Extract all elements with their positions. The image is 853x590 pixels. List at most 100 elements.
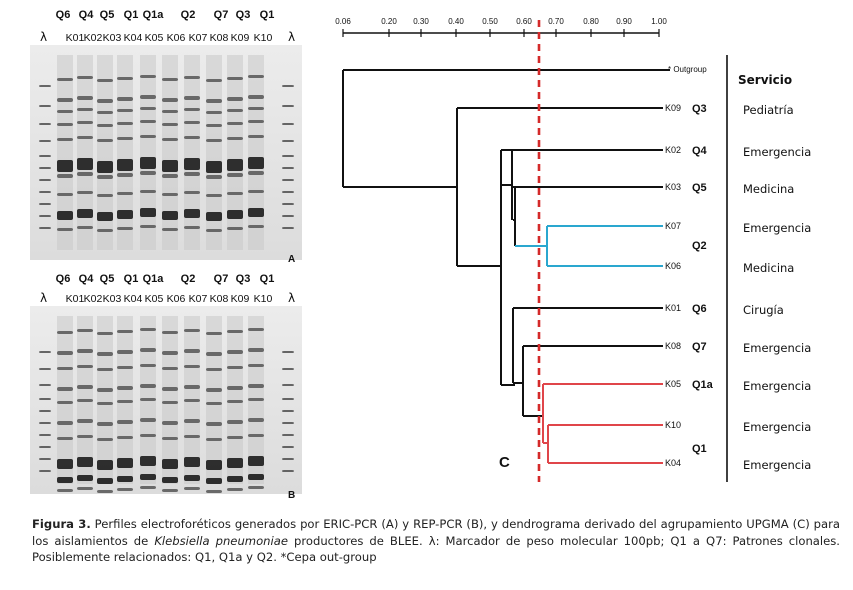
ladder-lane <box>39 85 51 229</box>
lane-smear <box>248 55 264 250</box>
sample-lane <box>227 316 243 491</box>
sample-lane <box>248 55 264 250</box>
gel-band <box>227 488 243 491</box>
gel-band <box>57 331 73 334</box>
scale-tick-label: 0.30 <box>413 17 429 26</box>
gel-band <box>184 172 200 176</box>
gel-band <box>140 398 156 401</box>
gel-band <box>77 158 93 170</box>
gel-band <box>140 208 156 217</box>
gel-band <box>227 122 243 125</box>
gel-band <box>117 192 133 195</box>
lane-smear <box>57 55 73 250</box>
caption-text-2: productores de BLEE. λ: Marcador de peso… <box>32 533 840 565</box>
ladder-band <box>39 215 51 217</box>
gel-band <box>227 366 243 369</box>
gel-band <box>184 329 200 332</box>
panel-letter: A <box>288 254 295 265</box>
gel-band <box>248 418 264 422</box>
leaf-service-label: Emergencia <box>743 341 811 355</box>
gel-band <box>248 107 264 110</box>
gel-band <box>140 474 156 480</box>
gel-band <box>162 477 178 483</box>
lane-smear <box>97 316 113 484</box>
gel-band <box>97 422 113 426</box>
leaf-clone-label: Q5 <box>692 182 707 194</box>
leaf-service-label: Emergencia <box>743 458 811 472</box>
ladder-band <box>39 155 51 157</box>
ladder-band <box>39 123 51 125</box>
gel-band <box>162 489 178 492</box>
sample-label: K03 <box>103 293 122 305</box>
gel-band <box>117 137 133 140</box>
gel-band <box>227 210 243 219</box>
gel-band <box>162 78 178 81</box>
gel-band <box>77 457 93 467</box>
gel-band <box>162 421 178 425</box>
clone-label: Q2 <box>181 273 196 285</box>
gel-band <box>97 438 113 441</box>
gel-band <box>227 173 243 177</box>
gel-band <box>57 387 73 391</box>
ladder-band <box>282 470 294 472</box>
figure-caption: Figura 3. Perfiles electroforéticos gene… <box>32 516 840 566</box>
gel-band <box>77 435 93 438</box>
clone-label: Q3 <box>236 273 251 285</box>
gel-band <box>77 399 93 402</box>
gel-band <box>57 193 73 196</box>
gel-band <box>57 211 73 220</box>
leaf-service-label: Cirugía <box>743 303 784 317</box>
gel-band <box>206 229 222 232</box>
gel-band <box>77 226 93 229</box>
gel-band <box>140 171 156 175</box>
gel-band <box>77 136 93 139</box>
marker-symbol-right: λ <box>288 291 295 305</box>
scale-tick-label: 0.60 <box>516 17 532 26</box>
gel-band <box>184 158 200 170</box>
gel-band <box>206 79 222 82</box>
gel-band <box>162 437 178 440</box>
scale-tick-label: 0.06 <box>335 17 351 26</box>
clone-label: Q5 <box>100 9 115 21</box>
gel-band <box>57 489 73 492</box>
sample-lane <box>227 55 243 250</box>
leaf-clone-label: Q4 <box>692 145 708 157</box>
clone-label: Q6 <box>56 9 71 21</box>
sample-lane <box>162 55 178 250</box>
gel-band <box>140 157 156 169</box>
ladder-band <box>282 155 294 157</box>
gel-band <box>97 212 113 221</box>
ladder-band <box>282 446 294 448</box>
sample-label: K09 <box>231 293 250 305</box>
gel-band <box>77 191 93 194</box>
sample-lane <box>97 316 113 493</box>
gel-band <box>117 330 133 333</box>
gel-band <box>184 419 200 423</box>
sample-lane <box>140 55 156 250</box>
marker-symbol-right: λ <box>288 30 295 44</box>
sample-lane <box>184 316 200 490</box>
gel-band <box>57 477 73 483</box>
scale-tick-label: 0.20 <box>381 17 397 26</box>
ladder-band <box>282 105 294 107</box>
gel-band <box>206 402 222 405</box>
gel-band <box>227 458 243 468</box>
clone-label: Q1 <box>260 9 275 21</box>
ladder-band <box>39 85 51 87</box>
gel-band <box>97 490 113 493</box>
gel-band <box>77 487 93 490</box>
gel-band <box>117 97 133 101</box>
gel-band <box>248 486 264 489</box>
gel-band <box>77 365 93 368</box>
sample-lane <box>97 55 113 250</box>
gel-band <box>140 486 156 489</box>
clone-label: Q7 <box>214 9 229 21</box>
gel-band <box>184 191 200 194</box>
lane-smear <box>206 55 222 250</box>
scale-tick-label: 1.00 <box>651 17 667 26</box>
gel-band <box>140 328 156 331</box>
outgroup-label: * Outgroup <box>668 65 707 74</box>
gel-band <box>184 121 200 124</box>
gel-band <box>184 209 200 218</box>
ladder-band <box>282 422 294 424</box>
